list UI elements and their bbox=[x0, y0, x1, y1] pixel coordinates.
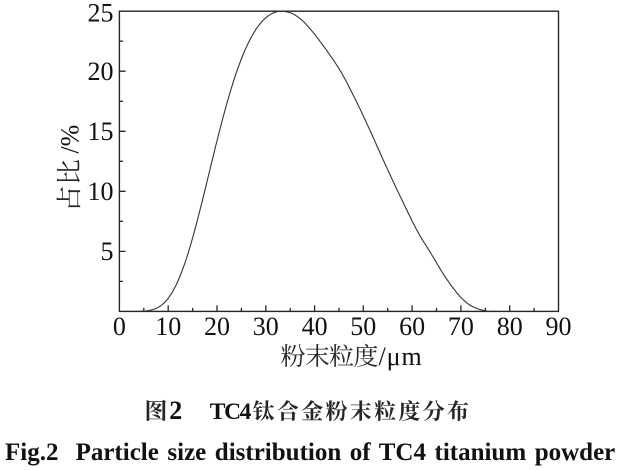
svg-text:/%: /% bbox=[55, 125, 84, 154]
svg-text:15: 15 bbox=[88, 117, 114, 146]
svg-text:20: 20 bbox=[204, 312, 230, 341]
svg-text:50: 50 bbox=[350, 312, 376, 341]
svg-text:2: 2 bbox=[169, 396, 182, 425]
svg-text:30: 30 bbox=[253, 312, 279, 341]
svg-text:10: 10 bbox=[155, 312, 181, 341]
svg-text:60: 60 bbox=[399, 312, 425, 341]
svg-text:80: 80 bbox=[497, 312, 523, 341]
svg-text:20: 20 bbox=[88, 57, 114, 86]
svg-text:5: 5 bbox=[101, 237, 114, 266]
svg-text:Fig.2 Particle size distribut: Fig.2 Particle size distribution of TC4 … bbox=[5, 439, 615, 466]
svg-text:0: 0 bbox=[113, 312, 126, 341]
svg-text:70: 70 bbox=[448, 312, 474, 341]
svg-text:10: 10 bbox=[88, 177, 114, 206]
svg-text:25: 25 bbox=[88, 0, 114, 27]
svg-text:/μm: /μm bbox=[379, 342, 423, 371]
svg-text:40: 40 bbox=[302, 312, 328, 341]
svg-text:TC4: TC4 bbox=[210, 399, 252, 425]
svg-text:90: 90 bbox=[546, 312, 572, 341]
